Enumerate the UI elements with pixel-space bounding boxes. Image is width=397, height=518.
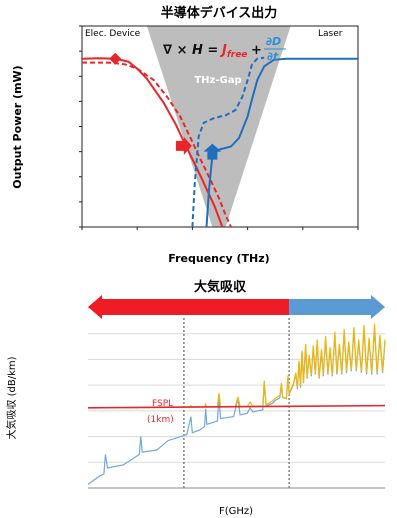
maxwell-equation: ∇ × H = Jfree + ∂D ∂t xyxy=(163,35,286,63)
chart1-series-line-1 xyxy=(82,61,232,228)
chart2-x-axis-label: F(GHz) xyxy=(219,506,253,517)
region-laser: Laser xyxy=(318,29,343,39)
region-elec-device: Elec. Device xyxy=(85,29,141,39)
banner-arrow-0 xyxy=(88,295,290,319)
fspl-label: FSPL xyxy=(152,399,173,409)
svg-text:∂D: ∂D xyxy=(266,35,281,48)
series1-diamond-marker xyxy=(109,52,122,65)
svg-text:∂t: ∂t xyxy=(267,50,279,63)
chart2-series-line-0 xyxy=(87,404,386,409)
chart1-y-axis-label: Output Power (mW) xyxy=(11,65,24,188)
device-output-chart: 半導体デバイス出力 Elec. Device Laser THz-Gap ∇ ×… xyxy=(11,5,359,265)
chart1-title: 半導体デバイス出力 xyxy=(161,5,278,21)
chart1-x-axis-label: Frequency (THz) xyxy=(168,252,269,265)
atmospheric-absorption-chart: 大気吸収 FSPL (1km) F(GHz) 大気吸収 (dB/km) xyxy=(5,279,386,517)
thz-gap-region xyxy=(146,26,291,227)
chart2-series-line-1 xyxy=(87,323,386,409)
svg-text:+: + xyxy=(251,43,262,58)
series2-arrow-marker xyxy=(175,136,192,155)
chart2-y-axis-label: 大気吸収 (dB/km) xyxy=(5,356,18,439)
chart2-title: 大気吸収 xyxy=(194,279,247,295)
svg-text:∇ × H =: ∇ × H = xyxy=(163,43,218,58)
fspl-distance-label: (1km) xyxy=(147,415,174,425)
banner-arrow-1 xyxy=(289,295,385,319)
chart1-series-line-4 xyxy=(191,56,265,228)
region-thz-gap: THz-Gap xyxy=(194,75,241,86)
series3-arrow-marker xyxy=(203,143,222,160)
